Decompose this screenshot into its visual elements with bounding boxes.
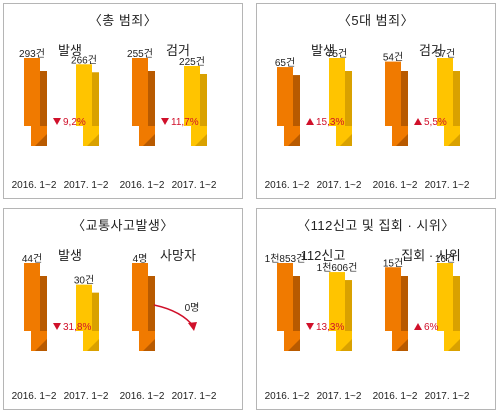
data-label: 1천853건 [265,253,306,265]
change-label: 9,2% [63,117,86,128]
change-label: 13,3% [316,322,344,333]
data-label: 1천606건 [317,262,358,274]
bar [329,272,345,331]
panel-chart: 44건 2016. 1~2 30건 2017. 1~2 31,8% 4명 2016. 1~2… [12,253,217,402]
bar-fold [340,134,352,146]
down-triangle [306,323,314,330]
x-tick-label: 2017. 1~2 [172,391,217,402]
data-label: 266건 [71,54,97,66]
change-label: 6% [424,322,439,333]
panel-title: 〈112신고 및 집회 · 시위〉 [297,218,455,233]
panel-chart: 293건 2016. 1~2 266건 2017. 1~2 9,2% 255건 2016. … [12,48,217,191]
data-label: 57건 [435,48,455,60]
bar-fold [195,134,207,146]
x-tick-label: 2016. 1~2 [265,180,310,191]
group-label-rallies: 집회 · 시위 [401,248,461,263]
panel-112-reports-rallies: 〈112신고 및 집회 · 시위〉 112신고 집회 · 시위 1천853건 20… [256,208,496,410]
panel-five-major-crimes: 〈5대 범죄〉 발생 검거 65건 2016. 1~2 75건 2017. 1~2 15… [256,3,496,199]
x-tick-label: 2016. 1~2 [12,180,57,191]
panel-traffic-accidents: 〈교통사고발생〉 발생 사망자 44건 2016. 1~2 30건 2017. 1~2… [3,208,243,410]
down-triangle [161,118,169,125]
bar-fold [340,339,352,351]
up-triangle [306,118,314,125]
bar-fold [396,134,408,146]
panel-chart: 65건 2016. 1~2 75건 2017. 1~2 15,3% 54건 2016. 1~… [265,48,470,191]
bar [24,263,40,331]
x-tick-label: 2016. 1~2 [265,391,310,402]
trend-arrow-head [188,322,197,331]
up-triangle [414,118,422,125]
bar [132,263,148,331]
data-label: 255건 [127,48,153,60]
data-label: 15건 [383,257,403,269]
bar-fold [35,134,47,146]
bar [184,66,200,126]
bar [437,58,453,126]
bar [76,284,92,331]
bar [24,58,40,126]
data-label: 30건 [74,275,94,287]
bar [76,64,92,126]
group-label-fatalities: 사망자 [160,248,196,263]
bar-fold [288,339,300,351]
bar-fold [396,339,408,351]
bar-fold [87,134,99,146]
bar-fold [143,339,155,351]
x-tick-label: 2017. 1~2 [64,180,109,191]
x-tick-label: 2016. 1~2 [373,391,418,402]
data-label: 54건 [383,52,403,64]
bar [277,67,293,126]
panel-title: 〈교통사고발생〉 [72,218,174,233]
down-triangle [53,118,61,125]
data-label: 44건 [22,253,42,265]
panel-title: 〈총 범죄〉 [88,13,158,28]
x-tick-label: 2017. 1~2 [425,180,470,191]
bar-fold [448,339,460,351]
panel-chart: 1천853건 2016. 1~2 1천606건 2017. 1~2 13,3% 15건 20… [265,253,470,402]
data-label: 0명 [185,302,200,314]
bar [132,58,148,126]
up-triangle [414,323,422,330]
data-label: 16건 [435,253,455,265]
bar-fold [143,134,155,146]
bar [437,263,453,331]
group-label-occurrence: 발생 [58,43,82,58]
x-tick-label: 2016. 1~2 [12,391,57,402]
x-tick-label: 2017. 1~2 [425,391,470,402]
x-tick-label: 2017. 1~2 [172,180,217,191]
bar-fold [87,339,99,351]
bar-fold [288,134,300,146]
x-tick-label: 2017. 1~2 [317,391,362,402]
change-label: 11,7% [171,117,199,128]
x-tick-label: 2016. 1~2 [373,180,418,191]
data-label: 75건 [327,48,347,60]
change-label: 5,5% [424,117,447,128]
bar-fold [35,339,47,351]
x-tick-label: 2017. 1~2 [64,391,109,402]
bar [385,267,401,331]
data-label: 225건 [179,56,205,68]
x-tick-label: 2016. 1~2 [120,391,165,402]
panel-total-crime: 〈총 범죄〉 발생 검거 293건 2016. 1~2 266건 2017. 1~2 9… [3,3,243,199]
change-label: 31,8% [63,322,91,333]
group-label-112-reports: 112신고 [300,248,346,263]
group-label-occurrence: 발생 [311,43,335,58]
bar [277,263,293,331]
data-label: 4명 [133,253,148,265]
group-label-arrest: 검거 [166,43,190,58]
bar-fold [448,134,460,146]
bar [385,61,401,126]
data-label: 293건 [19,48,45,60]
bar [329,58,345,126]
group-label-occurrence: 발생 [58,248,82,263]
panel-title: 〈5대 범죄〉 [337,13,415,28]
group-label-arrest: 검거 [419,43,443,58]
change-label: 15,3% [316,117,344,128]
data-label: 65건 [275,57,295,69]
down-triangle [53,323,61,330]
x-tick-label: 2017. 1~2 [317,180,362,191]
x-tick-label: 2016. 1~2 [120,180,165,191]
